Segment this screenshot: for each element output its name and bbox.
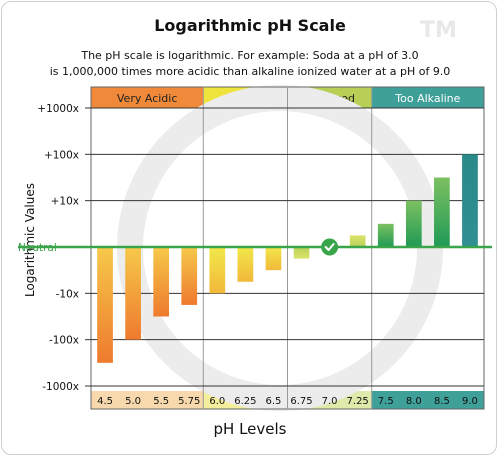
chart-title: Logarithmic pH Scale [154,16,346,35]
y-tick-label: -100x [49,335,79,347]
zone-header-band [371,87,484,108]
bar [209,247,226,294]
bar [349,235,366,247]
bar [377,223,394,247]
y-tick-label: +10x [51,196,79,208]
chart-subtitle: The pH scale is logarithmic. For example… [40,48,460,80]
bar [462,154,478,247]
bar [181,247,198,305]
zone-footer-band [91,391,204,409]
check-icon [321,238,339,256]
x-tick-label: 6.25 [234,396,256,407]
x-tick-label: 7.25 [347,396,369,407]
bar [405,200,422,247]
zone-header-label: Too Alkaline [394,92,460,105]
x-tick-label: 5.0 [125,396,141,407]
bar [237,247,254,282]
bar [97,247,113,363]
x-tick-label: 7.0 [322,396,338,407]
bar [434,177,450,247]
zone-header-label: Very Acidic [117,92,178,105]
bar [265,247,282,271]
bar [293,247,310,259]
bar [125,247,141,340]
bar [153,247,170,317]
x-tick-label: 9.0 [462,396,478,407]
x-tick-label: 6.0 [209,396,225,407]
x-tick-label: 5.75 [178,396,200,407]
y-tick-label: -10x [56,288,79,300]
x-tick-label: 4.5 [97,396,113,407]
x-tick-label: 8.0 [406,396,422,407]
x-axis-label: pH Levels [213,420,287,438]
trademark-watermark: TM [420,18,457,43]
subtitle-line-2: is 1,000,000 times more acidic than alka… [49,65,451,78]
zone-footer-band [371,391,484,409]
check-mark [324,243,335,251]
y-tick-label: -1000x [42,381,79,393]
subtitle-line-1: The pH scale is logarithmic. For example… [81,49,419,62]
x-tick-label: 8.5 [434,396,450,407]
y-tick-label: +100x [44,149,79,161]
x-tick-label: 5.5 [153,396,169,407]
x-tick-label: 6.5 [266,396,282,407]
y-tick-label: +1000x [37,103,79,115]
x-tick-label: 7.5 [378,396,394,407]
x-tick-label: 6.75 [290,396,312,407]
zone-header-band [91,87,204,108]
